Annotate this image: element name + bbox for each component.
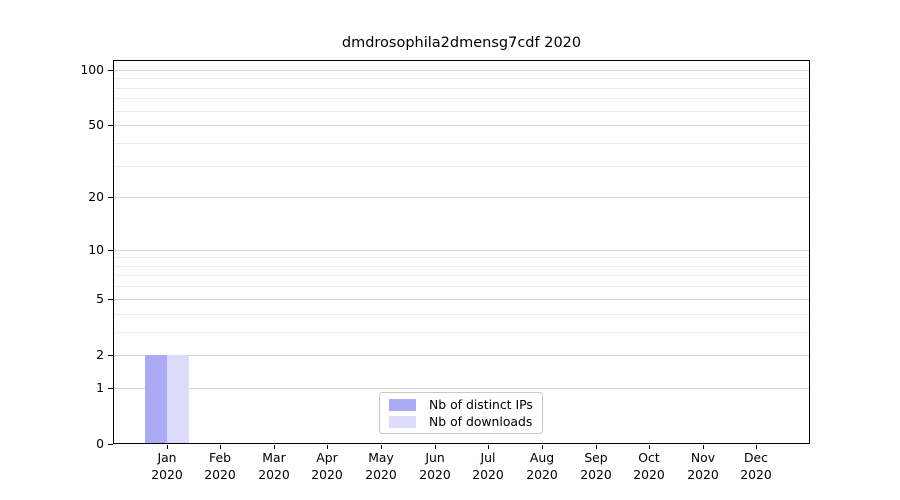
- x-tick-year: 2020: [526, 466, 558, 482]
- x-tick-label: Jan 2020: [133, 450, 201, 483]
- legend: Nb of distinct IPs Nb of downloads: [379, 392, 543, 434]
- x-tick-year: 2020: [151, 466, 183, 482]
- x-tick-mark: [274, 445, 275, 449]
- y-tick-mark: [108, 70, 113, 71]
- x-tick-label: Sep 2020: [562, 450, 630, 483]
- legend-entry: Nb of distinct IPs: [389, 396, 533, 413]
- x-tick-label: May 2020: [347, 450, 415, 483]
- legend-swatch: [389, 398, 416, 411]
- grid-line-major: [113, 388, 810, 389]
- y-tick-mark: [108, 299, 113, 300]
- x-tick-year: 2020: [580, 466, 612, 482]
- x-tick-year: 2020: [687, 466, 719, 482]
- y-tick-label: 50: [88, 117, 104, 132]
- x-tick-year: 2020: [472, 466, 504, 482]
- grid-line-major: [113, 197, 810, 198]
- grid-line-minor: [113, 166, 810, 167]
- x-tick-label: Dec 2020: [722, 450, 790, 483]
- x-tick-mark: [703, 445, 704, 449]
- x-tick-month: Feb: [209, 450, 231, 465]
- x-tick-label: Nov 2020: [669, 450, 737, 483]
- grid-line-major: [113, 250, 810, 251]
- grid-line-minor: [113, 98, 810, 99]
- grid-line-minor: [113, 257, 810, 258]
- x-tick-mark: [542, 445, 543, 449]
- x-tick-year: 2020: [633, 466, 665, 482]
- grid-line-minor: [113, 266, 810, 267]
- x-tick-mark: [327, 445, 328, 449]
- x-tick-year: 2020: [204, 466, 236, 482]
- y-tick-mark: [108, 250, 113, 251]
- y-tick-label: 0: [96, 436, 104, 451]
- y-tick-mark: [108, 444, 113, 445]
- x-tick-month: Nov: [690, 450, 716, 465]
- x-tick-year: 2020: [258, 466, 290, 482]
- x-tick-month: Dec: [744, 450, 768, 465]
- x-tick-label: Aug 2020: [508, 450, 576, 483]
- chart-title: dmdrosophila2dmensg7cdf 2020: [341, 35, 582, 51]
- x-tick-mark: [435, 445, 436, 449]
- x-tick-mark: [167, 445, 168, 449]
- x-tick-label: Feb 2020: [186, 450, 254, 483]
- x-tick-mark: [220, 445, 221, 449]
- grid-line-minor: [113, 111, 810, 112]
- grid-line-major: [113, 125, 810, 126]
- legend-label: Nb of downloads: [429, 414, 533, 429]
- x-tick-month: Oct: [638, 450, 660, 465]
- grid-line-minor: [113, 88, 810, 89]
- x-tick-month: Sep: [584, 450, 608, 465]
- x-tick-mark: [756, 445, 757, 449]
- x-tick-label: Jul 2020: [454, 450, 522, 483]
- legend-entry: Nb of downloads: [389, 413, 533, 430]
- y-tick-mark: [108, 125, 113, 126]
- y-tick-label: 5: [96, 291, 104, 306]
- x-tick-mark: [381, 445, 382, 449]
- y-tick-mark: [108, 388, 113, 389]
- y-tick-mark: [108, 197, 113, 198]
- y-tick-label: 10: [88, 242, 104, 257]
- grid-line-major: [113, 70, 810, 71]
- x-tick-mark: [488, 445, 489, 449]
- legend-swatch: [389, 415, 416, 428]
- x-tick-mark: [596, 445, 597, 449]
- y-tick-label: 1: [96, 380, 104, 395]
- grid-line-major: [113, 299, 810, 300]
- x-tick-month: Jan: [157, 450, 177, 465]
- grid-line-minor: [113, 286, 810, 287]
- plot-area: [113, 60, 810, 444]
- x-tick-month: May: [368, 450, 394, 465]
- legend-label: Nb of distinct IPs: [429, 397, 533, 412]
- x-tick-year: 2020: [740, 466, 772, 482]
- x-tick-month: Mar: [262, 450, 286, 465]
- grid-line-major: [113, 355, 810, 356]
- y-tick-mark: [108, 355, 113, 356]
- x-tick-label: Jun 2020: [401, 450, 469, 483]
- bar: [145, 355, 167, 444]
- y-tick-label: 20: [88, 189, 104, 204]
- x-tick-label: Apr 2020: [293, 450, 361, 483]
- grid-line-minor: [113, 332, 810, 333]
- x-tick-month: Jun: [425, 450, 445, 465]
- x-tick-year: 2020: [365, 466, 397, 482]
- x-tick-year: 2020: [419, 466, 451, 482]
- x-tick-month: Jul: [480, 450, 496, 465]
- grid-line-minor: [113, 143, 810, 144]
- bar: [167, 355, 189, 444]
- grid-line-minor: [113, 78, 810, 79]
- x-tick-label: Oct 2020: [615, 450, 683, 483]
- x-tick-mark: [649, 445, 650, 449]
- x-tick-month: Aug: [529, 450, 555, 465]
- x-tick-label: Mar 2020: [240, 450, 308, 483]
- x-tick-month: Apr: [316, 450, 338, 465]
- y-tick-label: 2: [96, 347, 104, 362]
- grid-line-minor: [113, 314, 810, 315]
- y-tick-label: 100: [80, 62, 104, 77]
- grid-line-minor: [113, 275, 810, 276]
- x-tick-year: 2020: [311, 466, 343, 482]
